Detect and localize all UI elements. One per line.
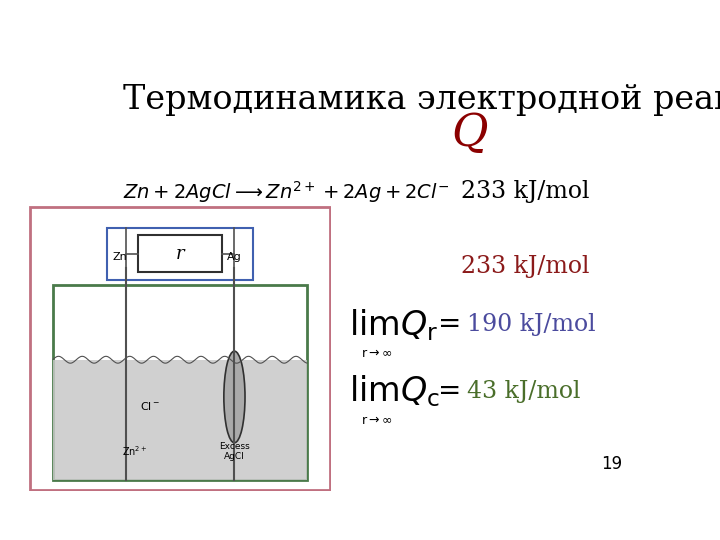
Text: Zn$^{2+}$: Zn$^{2+}$ — [122, 444, 148, 458]
Text: =: = — [438, 377, 462, 404]
Ellipse shape — [224, 351, 245, 443]
Bar — [107, 228, 253, 280]
Text: $\mathrm{r{\rightarrow}\infty}$: $\mathrm{r{\rightarrow}\infty}$ — [361, 414, 392, 427]
Text: Excess
AgCl: Excess AgCl — [219, 442, 250, 461]
Text: $Zn + 2AgCl \longrightarrow Zn^{2+} + 2Ag + 2Cl^{-}$: $Zn + 2AgCl \longrightarrow Zn^{2+} + 2A… — [124, 179, 450, 205]
Text: Термодинамика электродной реакции: Термодинамика электродной реакции — [124, 84, 720, 116]
Text: $\mathrm{lim}Q_{\mathrm{r}}$: $\mathrm{lim}Q_{\mathrm{r}}$ — [349, 307, 438, 342]
Text: =: = — [438, 311, 462, 338]
Text: 190 kJ/mol: 190 kJ/mol — [467, 313, 595, 336]
Text: $\mathrm{lim}Q_{\mathrm{c}}$: $\mathrm{lim}Q_{\mathrm{c}}$ — [349, 373, 440, 409]
Text: r: r — [176, 245, 184, 263]
Text: Cl$^-$: Cl$^-$ — [140, 400, 160, 411]
Text: 233 kJ/mol: 233 kJ/mol — [461, 255, 590, 278]
Text: 233 kJ/mol: 233 kJ/mol — [461, 180, 590, 203]
Text: Ag: Ag — [227, 252, 242, 262]
Text: 43 kJ/mol: 43 kJ/mol — [467, 380, 580, 403]
Bar — [53, 360, 307, 480]
Text: $\mathrm{r{\rightarrow}\infty}$: $\mathrm{r{\rightarrow}\infty}$ — [361, 347, 392, 360]
Text: 19: 19 — [601, 455, 622, 473]
Text: Q: Q — [451, 112, 487, 155]
Text: Zn: Zn — [112, 252, 127, 262]
Bar — [53, 285, 307, 480]
Bar — [138, 235, 222, 273]
